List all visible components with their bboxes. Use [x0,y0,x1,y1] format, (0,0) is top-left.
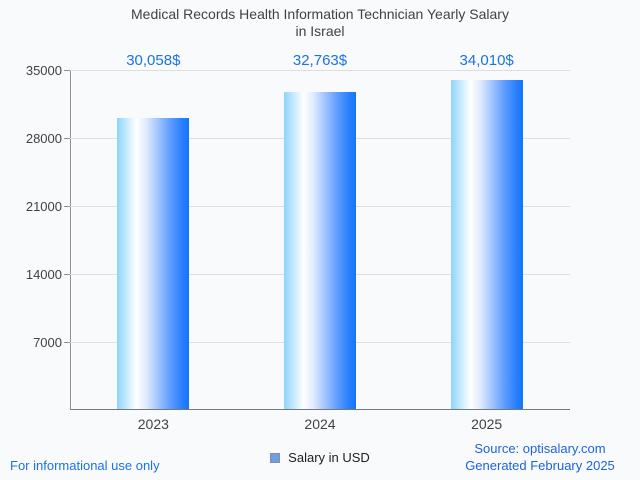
source-block: Source: optisalary.com Generated Februar… [450,440,630,474]
x-axis-line [70,409,570,410]
y-tick-label-35000: 35000 [25,63,62,78]
value-label-2023: 30,058$ [126,52,181,69]
y-tick-mark-28000 [64,138,70,139]
bar-2025 [450,79,523,410]
y-tick-label-14000: 14000 [25,267,62,282]
y-tick-mark-7000 [64,342,70,343]
value-label-2024: 32,763$ [292,52,348,69]
y-tick-label-28000: 28000 [25,131,62,146]
x-category-label-2023: 2023 [137,416,169,432]
chart-title-line1: Medical Records Health Information Techn… [131,6,509,22]
generated-date: Generated February 2025 [465,458,615,473]
legend-label: Salary in USD [288,450,370,465]
legend-swatch-icon [270,453,281,463]
chart-title-line2: in Israel [295,23,345,39]
chart-title: Medical Records Health Information Techn… [0,6,640,40]
x-category-label-2024: 2024 [304,416,336,432]
y-tick-mark-14000 [64,274,70,275]
y-axis-line [70,70,71,410]
gridline-35000 [70,70,570,71]
y-tick-label-21000: 21000 [25,199,62,214]
bar-2024 [284,91,356,410]
x-category-label-2025: 2025 [471,416,503,432]
bar-2023 [117,118,190,410]
legend: Salary in USD [0,451,640,465]
disclaimer-text: For informational use only [10,458,160,473]
plot-area: 7000 14000 21000 28000 35000 30,058$ 2023 32,76… [26,53,570,431]
y-tick-mark-21000 [64,206,70,207]
y-tick-mark-35000 [64,70,70,71]
y-tick-label-7000: 7000 [33,335,62,350]
value-label-2025: 34,010$ [459,52,514,69]
source-link[interactable]: Source: optisalary.com [474,441,606,456]
